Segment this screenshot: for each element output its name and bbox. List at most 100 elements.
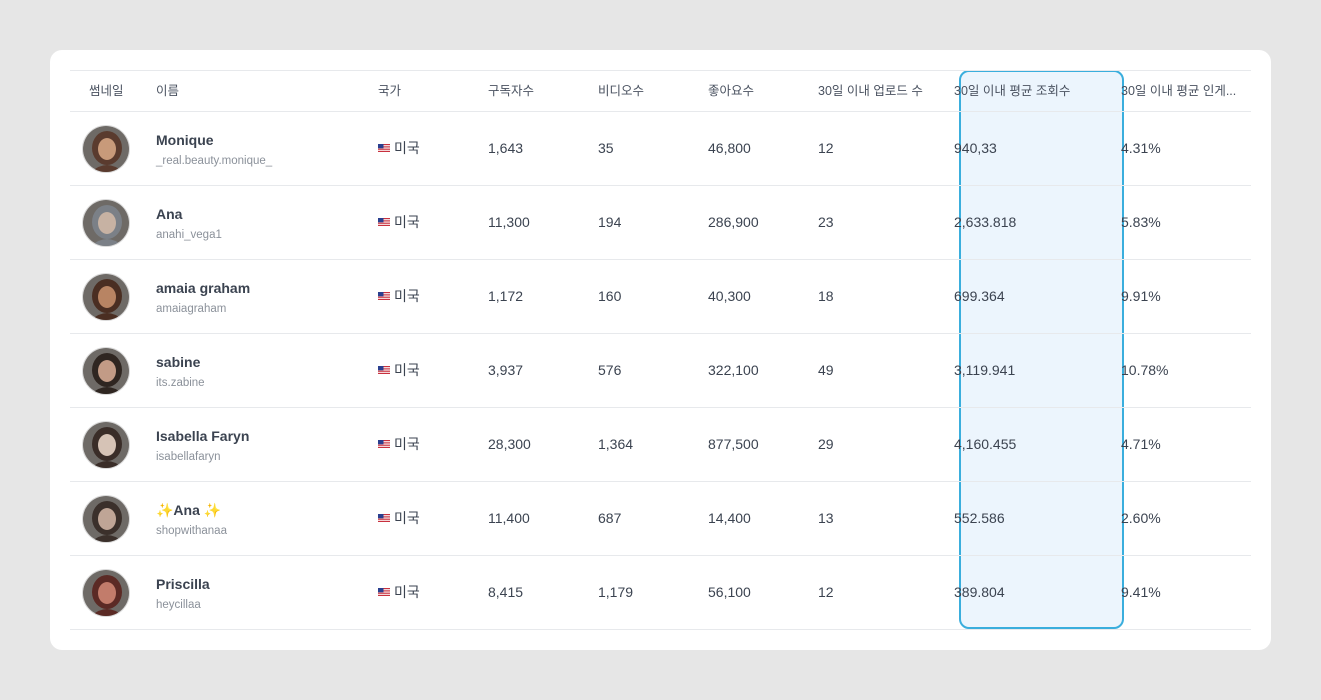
us-flag-icon — [378, 366, 390, 375]
avg-views-30d-cell: 699.364 — [954, 288, 1005, 304]
avg-views-column-highlight — [959, 70, 1124, 629]
uploads-30d-cell: 29 — [818, 436, 834, 452]
videos-cell: 1,364 — [598, 436, 634, 452]
avatar[interactable] — [82, 569, 130, 617]
table-row[interactable]: Ana anahi_vega1 미국 11,300 194 286,900 23… — [70, 186, 1251, 260]
subscribers-cell: 3,937 — [488, 362, 524, 378]
country-label: 미국 — [394, 584, 420, 600]
creator-name-block[interactable]: Ana anahi_vega1 — [156, 205, 222, 243]
videos-cell: 576 — [598, 362, 622, 378]
likes-cell: 46,800 — [708, 140, 751, 156]
us-flag-icon — [378, 588, 390, 597]
subscribers-cell: 1,172 — [488, 288, 524, 304]
uploads-30d-cell: 12 — [818, 584, 834, 600]
creator-handle: isabellafaryn — [156, 451, 221, 463]
country-cell: 미국 — [378, 334, 420, 407]
avatar[interactable] — [82, 199, 130, 247]
uploads-30d-cell: 23 — [818, 214, 834, 230]
table-row[interactable]: sabine its.zabine 미국 3,937 576 322,100 4… — [70, 334, 1251, 408]
avg-engagement-30d-cell: 4.71% — [1121, 436, 1161, 452]
table-row[interactable]: ✨Ana ✨ shopwithanaa 미국 11,400 687 14,400… — [70, 482, 1251, 556]
country-cell: 미국 — [378, 482, 420, 555]
country-label: 미국 — [394, 362, 420, 378]
uploads-30d-cell: 13 — [818, 510, 834, 526]
videos-cell: 35 — [598, 140, 614, 156]
creator-name-block[interactable]: ✨Ana ✨ shopwithanaa — [156, 501, 227, 539]
col-header-country[interactable]: 국가 — [378, 84, 402, 98]
avg-engagement-30d-cell: 9.91% — [1121, 288, 1161, 304]
videos-cell: 1,179 — [598, 584, 634, 600]
creator-handle: anahi_vega1 — [156, 229, 222, 241]
avatar-portrait-icon — [83, 126, 129, 172]
avg-engagement-30d-cell: 9.41% — [1121, 584, 1161, 600]
creator-name-block[interactable]: Monique _real.beauty.monique_ — [156, 131, 272, 169]
videos-cell: 687 — [598, 510, 622, 526]
avatar[interactable] — [82, 273, 130, 321]
uploads-30d-cell: 49 — [818, 362, 834, 378]
table-body: Monique _real.beauty.monique_ 미국 1,643 3… — [70, 112, 1251, 630]
videos-cell: 194 — [598, 214, 622, 230]
creator-name[interactable]: sabine — [156, 354, 201, 370]
creator-name[interactable]: Monique — [156, 132, 214, 148]
country-label: 미국 — [394, 436, 420, 452]
table-row[interactable]: Monique _real.beauty.monique_ 미국 1,643 3… — [70, 112, 1251, 186]
creator-handle: amaiagraham — [156, 303, 227, 315]
creator-name[interactable]: ✨Ana ✨ — [156, 502, 222, 518]
col-header-avg-engagement-30d[interactable]: 30일 이내 평균 인게... — [1121, 84, 1237, 98]
us-flag-icon — [378, 218, 390, 227]
avatar-portrait-icon — [83, 422, 129, 468]
col-header-avg-views-30d[interactable]: 30일 이내 평균 조회수 — [954, 84, 1071, 98]
avatar[interactable] — [82, 125, 130, 173]
col-header-name[interactable]: 이름 — [156, 84, 180, 98]
us-flag-icon — [378, 514, 390, 523]
us-flag-icon — [378, 292, 390, 301]
col-header-videos[interactable]: 비디오수 — [598, 84, 645, 98]
creator-name[interactable]: amaia graham — [156, 280, 251, 296]
avatar-portrait-icon — [83, 348, 129, 394]
subscribers-cell: 11,400 — [488, 510, 530, 526]
us-flag-icon — [378, 440, 390, 449]
avatar[interactable] — [82, 495, 130, 543]
table-row[interactable]: amaia graham amaiagraham 미국 1,172 160 40… — [70, 260, 1251, 334]
likes-cell: 56,100 — [708, 584, 751, 600]
avatar[interactable] — [82, 347, 130, 395]
country-label: 미국 — [394, 510, 420, 526]
subscribers-cell: 8,415 — [488, 584, 524, 600]
creator-name-block[interactable]: amaia graham amaiagraham — [156, 279, 250, 317]
avg-views-30d-cell: 940,33 — [954, 140, 997, 156]
table-row[interactable]: Priscilla heycillaa 미국 8,415 1,179 56,10… — [70, 556, 1251, 630]
creator-name-block[interactable]: sabine its.zabine — [156, 353, 205, 391]
avatar-portrait-icon — [83, 200, 129, 246]
creator-name[interactable]: Isabella Faryn — [156, 428, 250, 444]
creator-name[interactable]: Priscilla — [156, 576, 210, 592]
creator-handle: heycillaa — [156, 599, 201, 611]
uploads-30d-cell: 12 — [818, 140, 834, 156]
country-label: 미국 — [394, 214, 420, 230]
avg-views-30d-cell: 552.586 — [954, 510, 1005, 526]
country-cell: 미국 — [378, 186, 420, 259]
country-label: 미국 — [394, 140, 420, 156]
subscribers-cell: 11,300 — [488, 214, 530, 230]
likes-cell: 40,300 — [708, 288, 751, 304]
country-cell: 미국 — [378, 112, 420, 185]
avatar[interactable] — [82, 421, 130, 469]
avg-views-30d-cell: 4,160.455 — [954, 436, 1017, 452]
col-header-likes[interactable]: 좋아요수 — [708, 84, 755, 98]
col-header-subscribers[interactable]: 구독자수 — [488, 84, 535, 98]
creator-name[interactable]: Ana — [156, 206, 183, 222]
col-header-uploads-30d[interactable]: 30일 이내 업로드 수 — [818, 84, 923, 98]
creator-name-block[interactable]: Isabella Faryn isabellafaryn — [156, 427, 249, 465]
table-row[interactable]: Isabella Faryn isabellafaryn 미국 28,300 1… — [70, 408, 1251, 482]
uploads-30d-cell: 18 — [818, 288, 834, 304]
creator-table-card: 썸네일 이름 국가 구독자수 비디오수 좋아요수 30일 이내 업로드 수 30… — [50, 50, 1271, 650]
avatar-portrait-icon — [83, 274, 129, 320]
avg-views-30d-cell: 3,119.941 — [954, 362, 1016, 378]
creator-table: 썸네일 이름 국가 구독자수 비디오수 좋아요수 30일 이내 업로드 수 30… — [70, 70, 1251, 630]
country-cell: 미국 — [378, 408, 420, 481]
country-cell: 미국 — [378, 260, 420, 333]
creator-handle: shopwithanaa — [156, 525, 227, 537]
table-header: 썸네일 이름 국가 구독자수 비디오수 좋아요수 30일 이내 업로드 수 30… — [70, 70, 1251, 112]
avg-engagement-30d-cell: 10.78% — [1121, 362, 1169, 378]
col-header-thumbnail[interactable]: 썸네일 — [89, 84, 124, 98]
creator-name-block[interactable]: Priscilla heycillaa — [156, 575, 210, 613]
